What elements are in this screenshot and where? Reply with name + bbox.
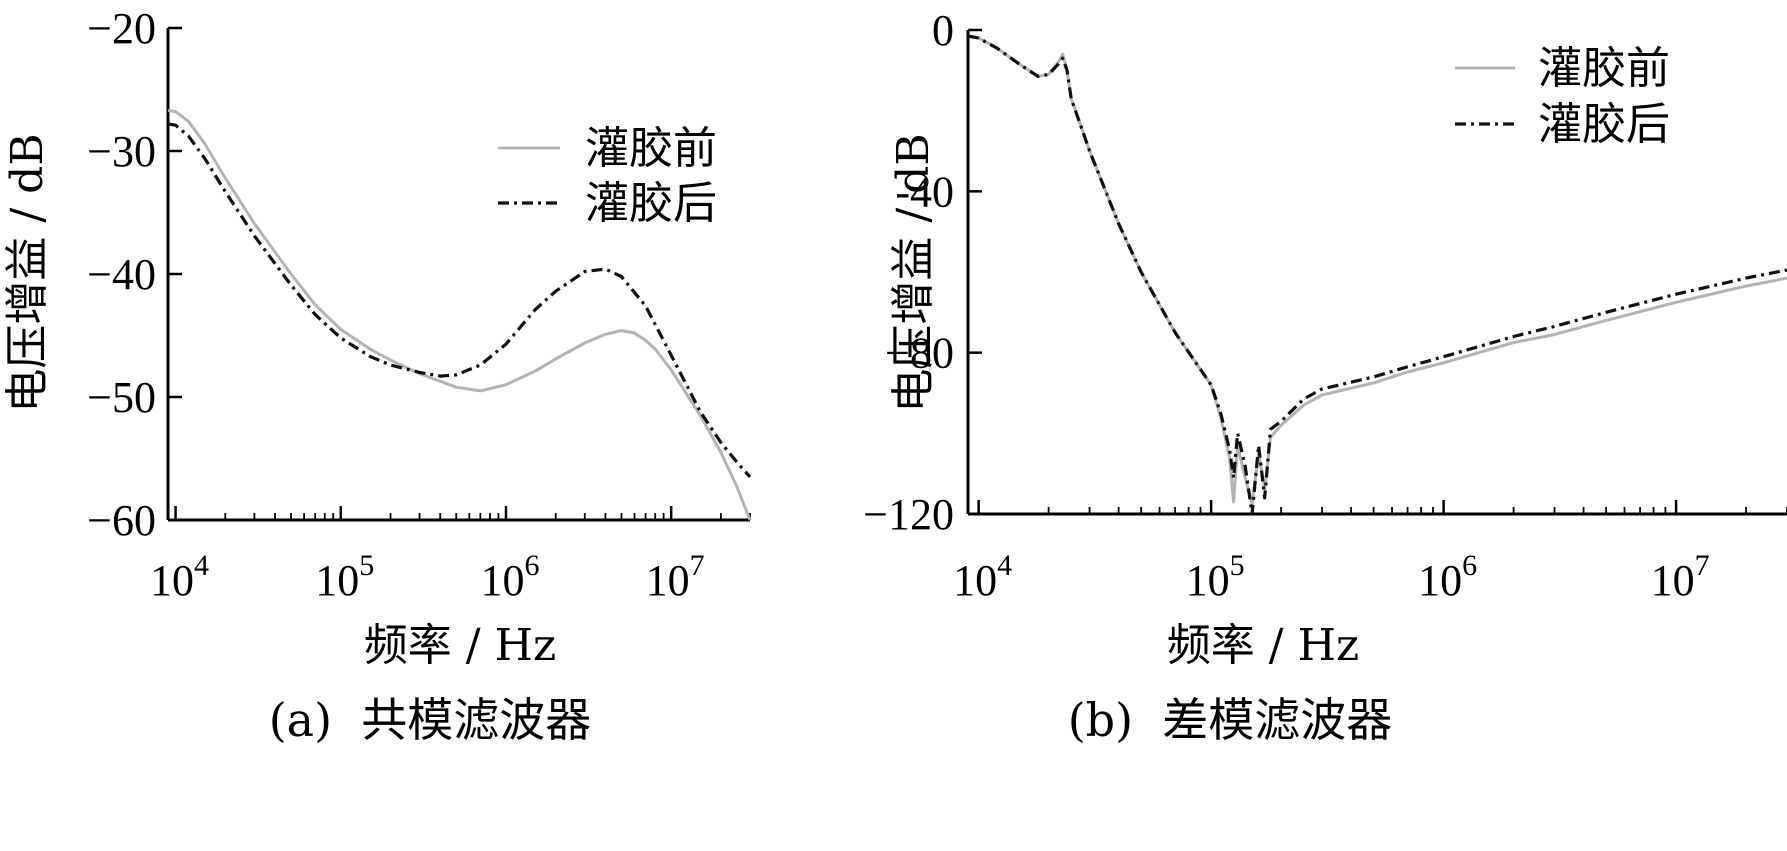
panel-a-y-axis-title: 电压增益 / dB (2, 133, 53, 412)
panel-a-x-tick-label: 106 (480, 549, 539, 605)
panel-b: 电压增益 / dB 频率 / Hz (b) 差模滤波器 0 -40 −80 −120 1… (863, 6, 1787, 747)
panel-b-x-axis-label: 频率 / Hz (1167, 620, 1359, 671)
panel-a-y-tick-label: −60 (87, 496, 156, 545)
panel-a-x-axis-label: 频率 / Hz (364, 620, 556, 671)
panel-a-series-before-line (167, 108, 752, 521)
panel-b-y-axis-title: 电压增益 / dB (888, 133, 939, 412)
panel-b-legend-label-after: 灌胶后 (1538, 99, 1670, 150)
panel-b-x-tick-label: 107 (1651, 549, 1710, 605)
panel-a-y-tick-label: −20 (87, 4, 156, 53)
panel-a-x-tick-label: 104 (150, 549, 209, 605)
panel-b-legend-label-before: 灌胶前 (1538, 43, 1670, 94)
panel-a-y-tick-label: −50 (87, 373, 156, 422)
panel-b-x-tick-label: 106 (1418, 549, 1477, 605)
panel-a-caption: (a) 共模滤波器 (269, 693, 592, 747)
panel-a-legend-label-after: 灌胶后 (585, 178, 717, 229)
panel-a-y-axis-label: 电压增益 / dB (2, 133, 53, 412)
panel-a-legend: 灌胶前 灌胶后 (498, 123, 717, 229)
panel-b-x-tick-label: 104 (953, 549, 1012, 605)
panel-b-plot-area: 0 -40 −80 −120 104 105 106 107 (863, 6, 1787, 605)
panel-b-y-axis-label: 电压增益 / dB (888, 133, 939, 412)
panel-b-y-tick-label: 0 (932, 6, 954, 55)
panel-a-x-tick-label: 105 (315, 549, 374, 605)
panel-b-y-tick-label: −120 (863, 490, 954, 539)
panel-b-x-tick-label: 105 (1186, 549, 1245, 605)
panel-b-y-tick-label: −80 (885, 329, 954, 378)
panel-a-y-tick-label: −40 (87, 250, 156, 299)
panel-b-legend: 灌胶前 灌胶后 (1455, 43, 1670, 150)
panel-a-x-tick-label: 107 (646, 549, 705, 605)
panel-a: 电压增益 / dB 频率 / Hz (a) 共模滤波器 −20 −30 −40 −50… (2, 4, 752, 747)
panel-b-caption: (b) 差模滤波器 (1068, 693, 1393, 747)
panel-b-y-tick-label: -40 (895, 167, 954, 216)
panel-b-series-after-line (967, 34, 1787, 516)
panel-a-series-after-line (167, 122, 752, 478)
panel-a-legend-label-before: 灌胶前 (585, 123, 717, 174)
panel-a-y-tick-label: −30 (87, 127, 156, 176)
